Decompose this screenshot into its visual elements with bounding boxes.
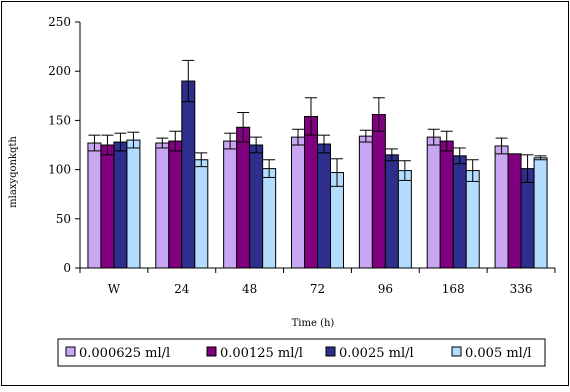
bar <box>520 168 535 269</box>
x-tick-label: W <box>108 282 121 296</box>
y-tick-label: 150 <box>48 113 71 127</box>
bar <box>87 142 102 269</box>
bar <box>426 136 441 269</box>
bar <box>439 140 454 269</box>
bar <box>194 159 209 269</box>
bar <box>113 141 128 269</box>
bar <box>384 154 399 269</box>
y-tick-label: 100 <box>48 163 71 177</box>
bar <box>397 170 412 269</box>
y-tick-label: 0 <box>63 261 71 275</box>
x-tick-label: 168 <box>442 282 465 296</box>
bar <box>249 144 264 269</box>
x-tick-label: 24 <box>174 282 190 296</box>
bar <box>507 153 522 269</box>
y-tick-label: 250 <box>48 15 71 29</box>
y-tick-label: 50 <box>56 212 71 226</box>
x-tick-label: 48 <box>242 282 257 296</box>
bar <box>371 113 386 269</box>
x-tick-label: 72 <box>310 282 325 296</box>
legend-label: 0.005 ml/l <box>465 346 531 361</box>
y-tick-label: 200 <box>48 64 71 78</box>
legend-swatch <box>451 346 462 357</box>
bar <box>181 80 196 269</box>
bar <box>168 140 183 269</box>
legend-label: 0.000625 ml/l <box>79 346 170 361</box>
bar <box>533 157 548 269</box>
legend-box <box>57 338 546 367</box>
bar <box>100 144 115 269</box>
y-axis-title: mlaxyqonkqth <box>8 136 19 208</box>
bar <box>262 168 277 269</box>
legend-swatch <box>206 346 217 357</box>
bar <box>291 136 305 269</box>
bar <box>223 140 238 269</box>
bar <box>465 170 480 269</box>
bar <box>304 115 318 269</box>
x-tick-label: 96 <box>378 282 393 296</box>
legend-label: 0.00125 ml/l <box>220 346 303 361</box>
x-axis-title: Time (h) <box>292 318 335 329</box>
bar <box>494 145 509 269</box>
legend-swatch <box>65 346 76 357</box>
x-tick-label: 336 <box>510 282 533 296</box>
bar <box>236 126 251 269</box>
bar <box>330 172 344 269</box>
bar <box>126 139 141 269</box>
legend-label: 0.0025 ml/l <box>339 346 414 361</box>
bar <box>317 143 331 269</box>
bar <box>452 155 467 269</box>
chart-border <box>1 1 569 386</box>
legend-swatch <box>325 346 336 357</box>
bar <box>155 142 170 269</box>
bar <box>358 135 373 269</box>
